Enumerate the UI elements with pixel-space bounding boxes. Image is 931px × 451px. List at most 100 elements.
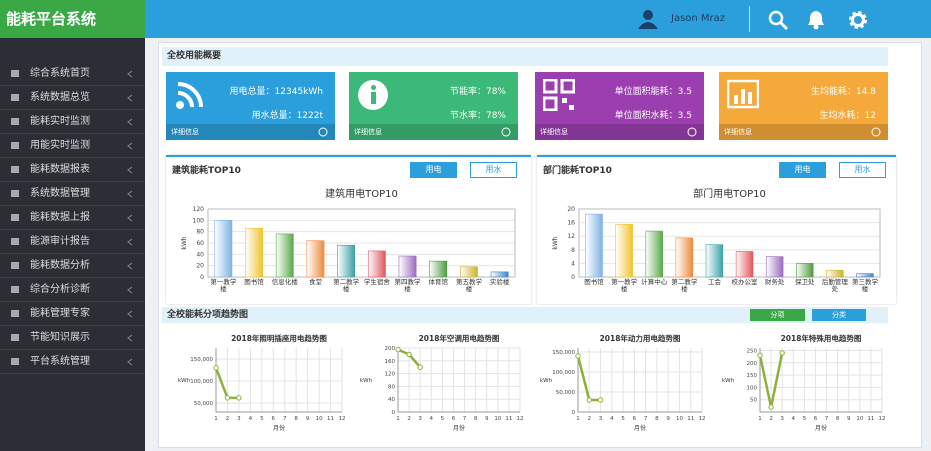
chevron	[127, 238, 133, 246]
y-tick-label: 150,000	[190, 357, 213, 363]
chart-title: 2018年特殊用电趋势图	[781, 333, 862, 343]
x-tick-label: 计算中心	[641, 278, 668, 286]
tab-button[interactable]: 用电	[779, 162, 826, 178]
y-tick-label: 0	[572, 410, 576, 416]
x-tick-label: 8	[836, 416, 840, 422]
menu-icon	[11, 286, 19, 293]
y-tick-label: 4	[571, 260, 575, 267]
bar	[826, 269, 844, 278]
chart-svg: 部门用电TOP10 kWh 0 4 8 12 16 20	[552, 187, 881, 281]
x-tick-label: 12	[699, 416, 706, 422]
x-tick-label: 7	[825, 416, 829, 422]
y-tick-label: 250	[747, 348, 758, 354]
x-axis-label: 月份	[815, 424, 827, 432]
x-tick-label: 3	[599, 416, 603, 422]
footer-arrow	[871, 127, 881, 137]
y-tick-label: 100,000	[190, 379, 213, 385]
axis-line	[577, 348, 702, 413]
x-tick-label: 2	[226, 416, 230, 422]
tab-button[interactable]: 分项	[750, 309, 805, 321]
arrow-circle	[871, 127, 881, 137]
chevron-line	[127, 214, 133, 222]
menu-icon	[11, 334, 19, 341]
menu-label: 能耗数据分析	[30, 260, 90, 271]
chevron	[127, 190, 133, 198]
x-axis-label: 月份	[634, 424, 646, 432]
x-tick-label: 8	[294, 416, 298, 422]
x-tick-label: 第一教学楼	[611, 278, 638, 293]
x-tick-label: 6	[452, 416, 456, 422]
chevron-line	[127, 142, 133, 150]
settings-icon[interactable]	[847, 9, 869, 31]
bar	[735, 251, 754, 278]
summary-card: 生均能耗：14.8 生均水耗：12 详细信息	[719, 72, 888, 140]
section-header: 全校用能概要	[162, 47, 888, 66]
y-tick-label: 20	[567, 206, 575, 213]
menu-item[interactable]: 能耗数据报表	[0, 158, 145, 182]
footer-arrow	[318, 127, 328, 137]
tab-button[interactable]: 分类	[812, 309, 866, 321]
y-tick-label: 100	[747, 385, 758, 391]
y-tick-label: 12	[567, 233, 575, 240]
menu-label: 能耗管理专家	[30, 308, 90, 319]
bell-icon[interactable]	[806, 9, 826, 31]
chevron	[127, 214, 133, 222]
bar	[306, 240, 325, 278]
card-footer[interactable]: 详细信息	[719, 124, 888, 140]
menu-item[interactable]: 节能知识展示	[0, 326, 145, 350]
menu-item[interactable]: 平台系统管理	[0, 350, 145, 374]
chevron	[127, 118, 133, 126]
card-footer[interactable]: 详细信息	[349, 124, 518, 140]
x-tick-label: 4	[430, 416, 434, 422]
x-tick-label: 6	[633, 416, 637, 422]
chevron	[127, 358, 133, 366]
x-tick-label: 12	[879, 416, 886, 422]
menu-item[interactable]: 综合系统首页	[0, 62, 145, 86]
menu-item[interactable]: 系统数据总览	[0, 86, 145, 110]
bar	[214, 220, 233, 278]
logo[interactable]: 能耗平台系统	[0, 0, 145, 38]
y-tick-label: 200	[747, 361, 758, 367]
menu-item[interactable]: 能源审计报告	[0, 230, 145, 254]
point	[597, 397, 604, 403]
card-text: 生均能耗：14.8	[810, 87, 876, 97]
menu-item[interactable]: 能耗管理专家	[0, 302, 145, 326]
menu-item[interactable]: 综合分析诊断	[0, 278, 145, 302]
menu-item[interactable]: 能耗数据分析	[0, 254, 145, 278]
chevron-line	[127, 94, 133, 102]
bar	[796, 263, 814, 278]
menu-label: 系统数据管理	[30, 188, 90, 199]
chevron	[127, 334, 133, 342]
footer-arrow	[687, 127, 697, 137]
chevron-line	[127, 238, 133, 246]
x-tick-label: 5	[260, 416, 264, 422]
y-axis-label: kWh	[552, 236, 559, 249]
tab-button[interactable]: 用水	[470, 162, 517, 178]
card-text: 单位面积能耗：3.5	[614, 87, 692, 97]
card-footer[interactable]: 详细信息	[535, 124, 704, 140]
user-name[interactable]: Jason Mraz	[671, 13, 726, 24]
user-icon[interactable]	[637, 9, 659, 29]
menu-item[interactable]: 能耗实时监测	[0, 110, 145, 134]
menu-item[interactable]: 系统数据管理	[0, 182, 145, 206]
y-tick-label: 40	[388, 397, 395, 403]
menu-item[interactable]: 用能实时监测	[0, 134, 145, 158]
point	[575, 353, 581, 359]
x-axis-label: 月份	[453, 424, 465, 432]
tab-button[interactable]: 用电	[410, 162, 457, 178]
card-footer[interactable]: 详细信息	[166, 124, 335, 140]
y-tick-label: 8	[571, 247, 575, 254]
point	[395, 346, 401, 353]
search-icon[interactable]	[767, 9, 789, 31]
menu-item[interactable]: 能耗数据上报	[0, 206, 145, 230]
x-tick-label: 11	[327, 416, 334, 422]
chevron	[127, 262, 133, 270]
bar	[398, 255, 417, 278]
bar	[615, 223, 633, 278]
y-axis-label: kWh	[360, 378, 373, 384]
bar	[460, 266, 478, 278]
section-header: 全校能耗分项趋势图	[162, 307, 888, 323]
y-tick-label: 40	[196, 251, 204, 258]
tab-button[interactable]: 用水	[839, 162, 886, 178]
x-tick-label: 5	[803, 416, 807, 422]
